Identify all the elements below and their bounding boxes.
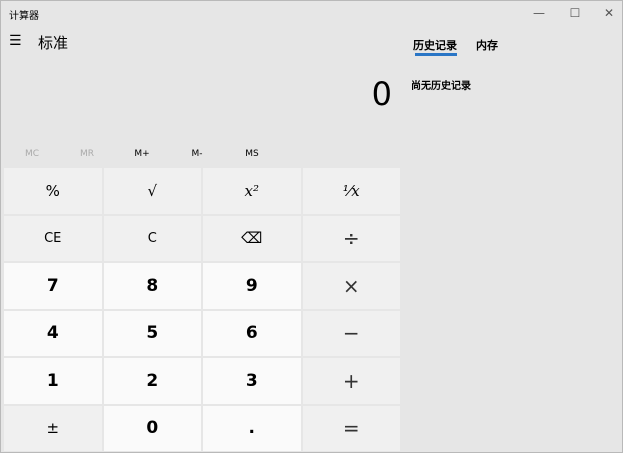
active-tab-indicator	[415, 53, 457, 56]
maximize-button[interactable]: ☐	[569, 6, 581, 20]
key-4[interactable]: 4	[4, 310, 102, 356]
sqrt-button[interactable]: √	[103, 168, 201, 214]
multiply-button[interactable]: ×	[302, 263, 400, 309]
reciprocal-button[interactable]: ¹⁄x	[302, 168, 400, 214]
mr-button[interactable]: MR	[79, 149, 95, 159]
m-minus-button[interactable]: M-	[191, 149, 203, 159]
key-6[interactable]: 6	[203, 310, 301, 356]
divide-button[interactable]: ÷	[302, 215, 400, 261]
key-8[interactable]: 8	[103, 263, 201, 309]
key-9[interactable]: 9	[203, 263, 301, 309]
clear-button[interactable]: C	[103, 215, 201, 261]
negate-button[interactable]: ±	[4, 405, 102, 451]
backspace-icon[interactable]: ⌫	[203, 215, 301, 261]
hamburger-menu-icon[interactable]: ☰	[9, 33, 22, 49]
key-3[interactable]: 3	[203, 358, 301, 404]
mc-button[interactable]: MC	[24, 149, 40, 159]
square-button[interactable]: x²	[203, 168, 301, 214]
window-title: 计算器	[9, 11, 39, 22]
key-0[interactable]: 0	[103, 405, 201, 451]
close-button[interactable]: ✕	[603, 6, 615, 20]
clear-entry-button[interactable]: CE	[4, 215, 102, 261]
key-7[interactable]: 7	[4, 263, 102, 309]
key-1[interactable]: 1	[4, 358, 102, 404]
key-2[interactable]: 2	[103, 358, 201, 404]
no-history-text: 尚无历史记录	[411, 81, 471, 92]
add-button[interactable]: +	[302, 358, 400, 404]
percent-button[interactable]: %	[4, 168, 102, 214]
equals-button[interactable]: =	[302, 405, 400, 451]
ms-button[interactable]: MS	[245, 149, 259, 159]
mode-title: 标准	[38, 34, 69, 52]
key-5[interactable]: 5	[103, 310, 201, 356]
minimize-button[interactable]: —	[533, 6, 545, 20]
result-display: 0	[371, 75, 392, 113]
keypad: % √ x² ¹⁄x CE C ⌫ ÷ 7 8 9 × 4 5 6 − 1 2 …	[4, 168, 400, 451]
subtract-button[interactable]: −	[302, 310, 400, 356]
tab-memory[interactable]: 内存	[476, 39, 498, 52]
decimal-button[interactable]: .	[203, 405, 301, 451]
m-plus-button[interactable]: M+	[134, 149, 150, 159]
tab-history[interactable]: 历史记录	[413, 39, 457, 52]
